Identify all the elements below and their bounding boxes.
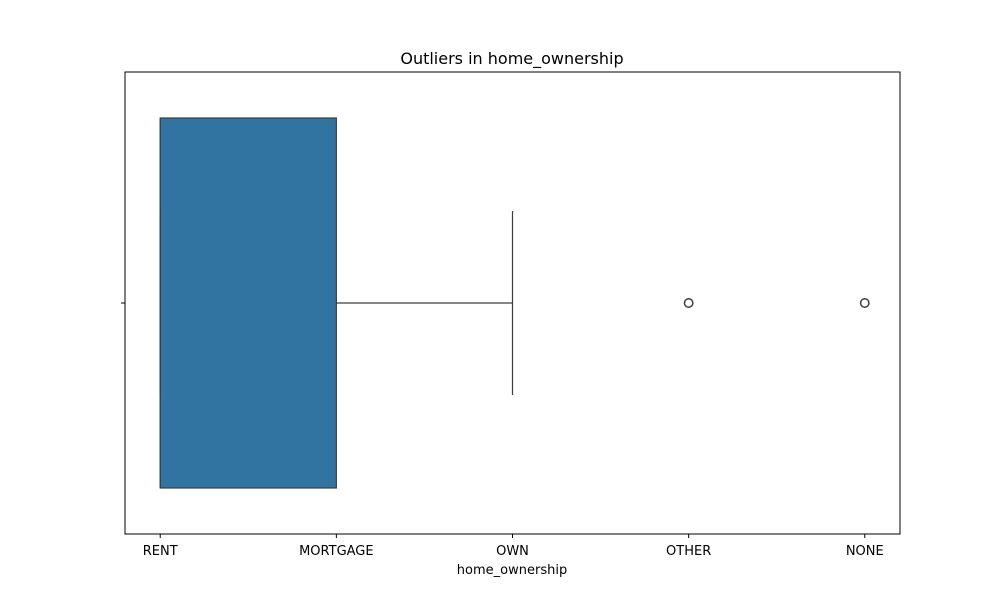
box-layer [159, 117, 870, 489]
box-iqr [159, 117, 337, 489]
x-tick-label: MORTGAGE [299, 544, 374, 559]
chart-title: Outliers in home_ownership [400, 49, 623, 69]
x-axis-label: home_ownership [457, 563, 567, 578]
outlier-point [859, 298, 870, 308]
x-tick-label: OTHER [666, 544, 711, 559]
x-tick-label: OWN [496, 544, 529, 559]
outlier-point [683, 298, 694, 308]
x-tick-label: NONE [846, 544, 884, 559]
x-axis-ticks: RENT MORTGAGE OWN OTHER NONE [143, 534, 884, 559]
x-tick-label: RENT [143, 544, 178, 559]
